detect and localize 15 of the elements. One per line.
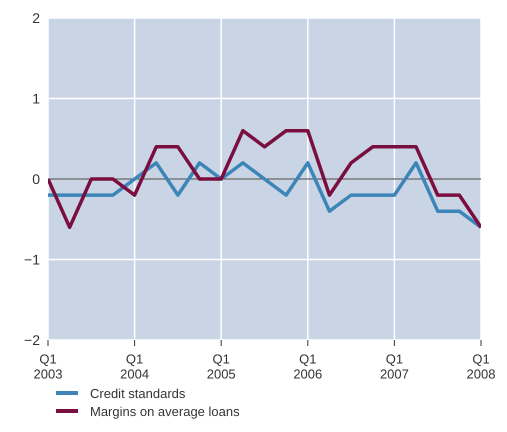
line-series bbox=[48, 128, 481, 230]
y-tick-label: 0 bbox=[32, 170, 40, 187]
y-tick-label: 2 bbox=[32, 10, 40, 26]
line-series bbox=[48, 161, 481, 230]
y-tick-label: −1 bbox=[24, 251, 40, 268]
x-tick-label: Q1 2003 bbox=[34, 352, 62, 382]
x-tick-label: Q1 2005 bbox=[206, 352, 236, 382]
legend-label: Margins on average loans bbox=[90, 404, 240, 418]
y-tick-label: −2 bbox=[24, 332, 40, 348]
x-tick-label: Q1 2008 bbox=[466, 352, 496, 382]
legend-label: Credit standards bbox=[90, 386, 186, 400]
x-tick-label: Q1 2004 bbox=[120, 352, 150, 382]
y-tick-label: 1 bbox=[32, 90, 40, 106]
x-tick-label: Q1 2006 bbox=[293, 352, 322, 382]
x-tick-label: Q1 2007 bbox=[380, 352, 409, 382]
